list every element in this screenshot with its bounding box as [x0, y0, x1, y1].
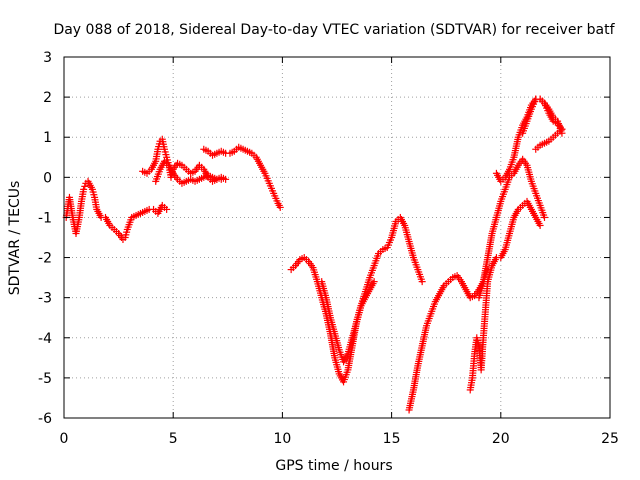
y-tick-label: -5 — [38, 371, 52, 387]
data-points — [62, 95, 566, 414]
x-tick-label: 0 — [60, 431, 69, 447]
data-point — [163, 205, 171, 213]
x-tick-label: 10 — [273, 431, 291, 447]
x-tick-label: 5 — [169, 431, 178, 447]
data-point — [276, 203, 284, 211]
data-point — [217, 175, 225, 183]
data-point — [80, 185, 88, 193]
y-tick-label: -6 — [38, 411, 52, 427]
data-point — [536, 221, 544, 229]
data-point-interp — [81, 182, 89, 190]
x-axis-label: GPS time / hours — [275, 458, 392, 474]
chart-title: Day 088 of 2018, Sidereal Day-to-day VTE… — [53, 22, 615, 38]
tick-labels: 0 5 10 15 20 25 -6 -5 -4 -3 -2 -1 0 1 2 3 — [38, 50, 619, 447]
y-tick-label: -3 — [38, 291, 52, 307]
y-axis-label: SDTVAR / TECUs — [7, 181, 23, 296]
y-tick-label: -2 — [38, 251, 52, 267]
plot-frame — [63, 56, 611, 419]
y-tick-label: 1 — [43, 130, 52, 146]
y-tick-label: 0 — [43, 170, 52, 186]
data-point — [418, 278, 426, 286]
y-tick-label: -4 — [38, 331, 52, 347]
data-point — [370, 278, 378, 286]
y-tick-label: -1 — [38, 210, 52, 226]
data-point — [558, 125, 566, 133]
y-tick-label: 2 — [43, 90, 52, 106]
x-tick-label: 25 — [601, 431, 619, 447]
x-tick-label: 15 — [383, 431, 401, 447]
x-tick-label: 20 — [492, 431, 510, 447]
axis-ticks — [63, 56, 611, 419]
data-point — [540, 213, 548, 221]
y-tick-label: 3 — [43, 50, 52, 66]
